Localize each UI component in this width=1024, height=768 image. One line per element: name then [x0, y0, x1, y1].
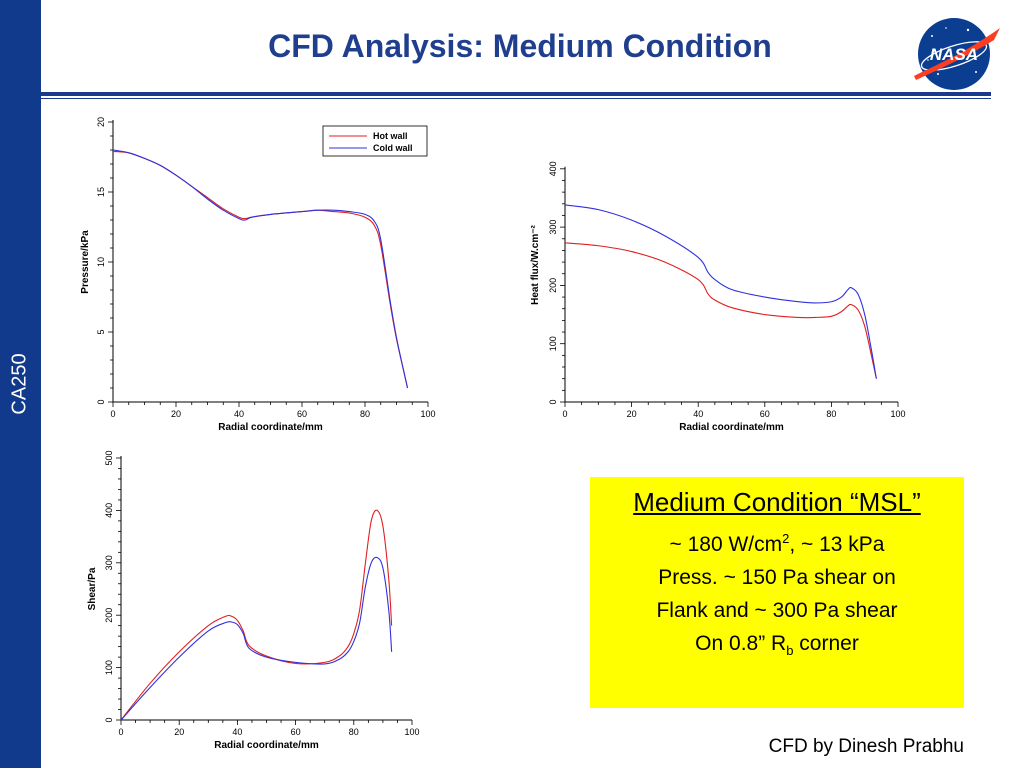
y-tick-label: 300 — [548, 220, 558, 235]
y-tick-label: 200 — [548, 278, 558, 293]
x-tick-label: 100 — [404, 727, 419, 737]
y-tick-label: 400 — [104, 503, 114, 518]
x-axis-label: Radial coordinate/mm — [679, 422, 784, 433]
logo-chevron — [914, 28, 1000, 80]
shear-chart: 0 20 40 60 80 100 0 100 200 300 400 500 Radial coord… — [87, 450, 420, 751]
callout-line-4-suffix: corner — [793, 632, 859, 655]
y-tick-label: 100 — [104, 660, 114, 675]
sidebar: CA250 — [0, 0, 41, 768]
x-tick-label: 60 — [291, 727, 301, 737]
callout-line-1: ~ 180 W/cm2, ~ 13 kPa — [590, 522, 964, 561]
x-tick-label: 20 — [171, 409, 181, 419]
x-tick-label: 80 — [349, 727, 359, 737]
x-tick-label: 20 — [627, 409, 637, 419]
heat-flux-chart: 0 20 40 60 80 100 0 100 200 300 400 Radial coordina… — [530, 161, 906, 433]
y-tick-label: 0 — [548, 399, 558, 404]
x-tick-label: 0 — [118, 727, 123, 737]
callout-title: Medium Condition “MSL” — [633, 487, 921, 517]
series-cold-wall-line — [120, 556, 393, 721]
sidebar-label: CA250 — [8, 353, 31, 415]
logo-disk — [918, 18, 990, 90]
y-tick-label: 0 — [104, 717, 114, 722]
y-tick-label: 400 — [548, 161, 558, 176]
callout-line-1-sup: 2 — [782, 531, 790, 546]
callout-line-3: Flank and ~ 300 Pa shear — [656, 599, 898, 622]
nasa-logo: NASA — [914, 18, 1000, 90]
x-tick-label: 0 — [110, 409, 115, 419]
y-tick-label: 300 — [104, 555, 114, 570]
x-tick-label: 40 — [234, 409, 244, 419]
y-tick-label: 15 — [96, 187, 106, 197]
x-tick-label: 100 — [420, 409, 435, 419]
y-tick-label: 500 — [104, 450, 114, 465]
x-tick-label: 100 — [890, 409, 905, 419]
callout-line-2: Press. ~ 150 Pa shear on — [658, 566, 896, 589]
callout-line-1-prefix: ~ 180 W/cm — [669, 533, 783, 556]
y-axis-label: Shear/Pa — [87, 567, 98, 610]
series-hot-wall-line — [112, 150, 409, 389]
legend-box — [322, 125, 428, 157]
legend-label: Cold wall — [373, 143, 413, 153]
series-hot-wall-line — [120, 509, 393, 721]
y-axis-label: Pressure/kPa — [80, 230, 91, 294]
pressure-chart: 0 20 40 60 80 100 0 5 10 15 20 Radial coordinate/mm… — [80, 117, 436, 433]
y-tick-label: 0 — [96, 399, 106, 404]
x-tick-label: 60 — [297, 409, 307, 419]
x-tick-label: 40 — [693, 409, 703, 419]
x-axis-label: Radial coordinate/mm — [218, 422, 323, 433]
logo-text: NASA — [930, 45, 978, 64]
header-divider — [41, 92, 991, 96]
y-tick-label: 200 — [104, 608, 114, 623]
x-tick-label: 20 — [174, 727, 184, 737]
y-axis-label: Heat flux/W.cm⁻² — [530, 224, 541, 304]
y-tick-label: 10 — [96, 257, 106, 267]
x-tick-label: 80 — [360, 409, 370, 419]
credit-text: CFD by Dinesh Prabhu — [768, 736, 964, 757]
x-axis-label: Radial coordinate/mm — [214, 740, 319, 751]
series-cold-wall-line — [112, 149, 409, 389]
logo-stars — [927, 27, 977, 75]
callout-line-4-sub: b — [786, 643, 794, 659]
y-tick-label: 20 — [96, 117, 106, 127]
callout-line-4: On 0.8” Rb corner — [590, 627, 964, 667]
y-tick-label: 100 — [548, 336, 558, 351]
header-divider-thin — [41, 98, 991, 99]
page-title: CFD Analysis: Medium Condition — [268, 28, 772, 64]
x-tick-label: 80 — [826, 409, 836, 419]
x-tick-label: 60 — [760, 409, 770, 419]
callout-line-1-suffix: , ~ 13 kPa — [789, 533, 885, 556]
series-hot-wall-line — [564, 242, 877, 379]
x-tick-label: 0 — [562, 409, 567, 419]
callout-line-4-prefix: On 0.8” R — [695, 632, 787, 655]
x-tick-label: 40 — [232, 727, 242, 737]
y-tick-label: 5 — [96, 329, 106, 334]
summary-callout: Medium Condition “MSL” ~ 180 W/cm2, ~ 13… — [590, 477, 964, 708]
series-cold-wall-line — [564, 204, 877, 379]
logo-orbit — [920, 41, 988, 71]
legend-label: Hot wall — [373, 131, 408, 141]
